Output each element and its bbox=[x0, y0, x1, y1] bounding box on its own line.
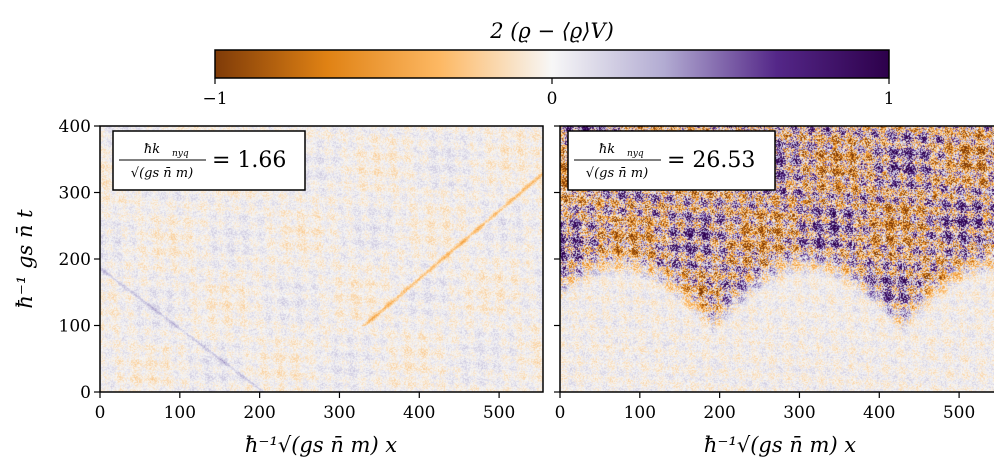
colorbar: 2 (ϱ − ⟨ϱ⟩V) −1 0 1 bbox=[202, 19, 894, 109]
x-tick-label: 200 bbox=[703, 403, 735, 423]
x-tick-label: 200 bbox=[243, 403, 275, 423]
x-axis-title-right: ħ⁻¹√(gs n̄ m) x bbox=[704, 433, 856, 457]
y-tick-label: 100 bbox=[59, 317, 91, 337]
colorbar-tick-label-min: −1 bbox=[202, 89, 227, 109]
y-tick-label: 300 bbox=[59, 184, 91, 204]
annotation-numerator-left: ħk bbox=[144, 142, 160, 157]
annotation-value-right: = 26.53 bbox=[667, 148, 755, 173]
annotation-numerator-sub-right: nyq bbox=[627, 149, 644, 159]
x-tick-label: 500 bbox=[483, 403, 515, 423]
x-tick-label: 300 bbox=[323, 403, 355, 423]
annotation-denominator-left: √(gs n̄ m) bbox=[131, 166, 193, 181]
x-axis-left: 0 100 200 300 400 500 bbox=[95, 392, 516, 423]
heatmap-panel-left: 0 100 200 300 400 500 0 100 200 300 400 ħ⁻¹√(gs n… bbox=[13, 117, 543, 457]
colorbar-tick-label-max: 1 bbox=[884, 89, 895, 109]
x-tick-label: 0 bbox=[555, 403, 566, 423]
y-tick-label: 200 bbox=[59, 250, 91, 270]
colorbar-title: 2 (ϱ − ⟨ϱ⟩V) bbox=[489, 19, 614, 43]
y-tick-label: 0 bbox=[80, 383, 91, 403]
y-axis-left: 0 100 200 300 400 bbox=[59, 117, 100, 403]
heatmap-panel-right: 0 100 200 300 400 500 ħ⁻¹√(gs n̄ m) x ħk nyq … bbox=[554, 126, 994, 457]
x-tick-label: 400 bbox=[403, 403, 435, 423]
annotation-box-right: ħk nyq √(gs n̄ m) = 26.53 bbox=[568, 131, 775, 190]
colorbar-gradient bbox=[215, 50, 889, 78]
x-tick-label: 400 bbox=[863, 403, 895, 423]
y-axis-title: ħ⁻¹ gs n̄ t bbox=[13, 209, 37, 309]
x-axis-title-left: ħ⁻¹√(gs n̄ m) x bbox=[245, 433, 397, 457]
x-tick-label: 100 bbox=[624, 403, 656, 423]
annotation-value-left: = 1.66 bbox=[212, 148, 286, 173]
annotation-denominator-right: √(gs n̄ m) bbox=[586, 166, 648, 181]
colorbar-tick-label-mid: 0 bbox=[547, 89, 558, 109]
x-tick-label: 300 bbox=[783, 403, 815, 423]
x-tick-label: 500 bbox=[943, 403, 975, 423]
annotation-numerator-right: ħk bbox=[599, 142, 615, 157]
x-axis-right: 0 100 200 300 400 500 bbox=[555, 392, 976, 423]
x-tick-label: 100 bbox=[164, 403, 196, 423]
x-tick-label: 0 bbox=[95, 403, 106, 423]
y-tick-label: 400 bbox=[59, 117, 91, 137]
annotation-numerator-sub-left: nyq bbox=[172, 149, 189, 159]
annotation-box-left: ħk nyq √(gs n̄ m) = 1.66 bbox=[113, 131, 305, 190]
